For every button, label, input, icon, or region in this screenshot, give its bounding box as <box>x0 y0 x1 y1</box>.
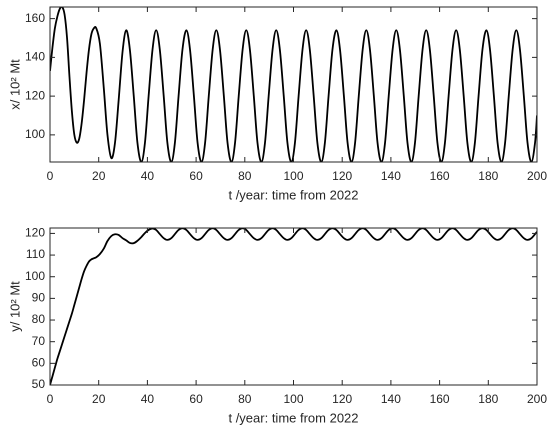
x-tick-label: 40 <box>141 169 155 183</box>
x-tick-label: 140 <box>381 169 401 183</box>
y-tick-label: 120 <box>25 88 45 102</box>
subplot: 0 20 40 60 80 100 120 140 160 180 200 100 120 140 160 t… <box>7 6 547 202</box>
x-tick-label: 180 <box>478 169 498 183</box>
line-series <box>50 228 537 385</box>
y-tick-label: 80 <box>32 312 46 326</box>
y-tick-label: 50 <box>32 377 46 391</box>
x-tick-label: 200 <box>527 169 547 183</box>
y-tick-label: 90 <box>32 291 46 305</box>
y-tick-label: 110 <box>26 247 45 261</box>
x-tick-label: 120 <box>332 169 352 183</box>
y-tick-label: 120 <box>25 226 45 240</box>
x-tick-label: 100 <box>283 392 303 406</box>
x-tick-label: 140 <box>381 392 401 406</box>
x-axis-label: t /year: time from 2022 <box>228 410 358 425</box>
x-tick-label: 160 <box>430 169 450 183</box>
x-tick-label: 60 <box>189 169 203 183</box>
y-tick-label: 160 <box>25 11 45 25</box>
x-tick-label: 20 <box>92 169 106 183</box>
x-tick-label: 200 <box>527 392 547 406</box>
y-axis-label: y/ 10² Mt <box>7 281 22 332</box>
y-tick-label: 100 <box>25 269 45 283</box>
x-tick-label: 120 <box>332 392 352 406</box>
axes-box <box>49 227 538 386</box>
x-tick-label: 20 <box>92 392 106 406</box>
x-tick-label: 180 <box>478 392 498 406</box>
x-tick-label: 160 <box>430 392 450 406</box>
x-tick-label: 40 <box>141 392 155 406</box>
axes-box <box>49 6 538 163</box>
y-tick-label: 60 <box>32 356 46 370</box>
x-tick-label: 0 <box>47 169 54 183</box>
x-axis-label: t /year: time from 2022 <box>228 187 358 202</box>
y-tick-label: 70 <box>32 334 46 348</box>
subplot: 0 20 40 60 80 100 120 140 160 180 200 50 60 70 80 90 100… <box>7 226 547 426</box>
x-tick-label: 0 <box>47 392 54 406</box>
y-axis-label: x/ 10² Mt <box>7 59 22 110</box>
y-tick-label: 100 <box>25 127 45 141</box>
x-tick-label: 80 <box>238 392 252 406</box>
x-tick-label: 80 <box>238 169 252 183</box>
y-tick-label: 140 <box>25 50 45 64</box>
line-series <box>50 7 537 162</box>
x-tick-label: 60 <box>189 392 203 406</box>
plot-area <box>50 7 537 162</box>
plot-area <box>50 228 537 385</box>
x-tick-label: 100 <box>283 169 303 183</box>
